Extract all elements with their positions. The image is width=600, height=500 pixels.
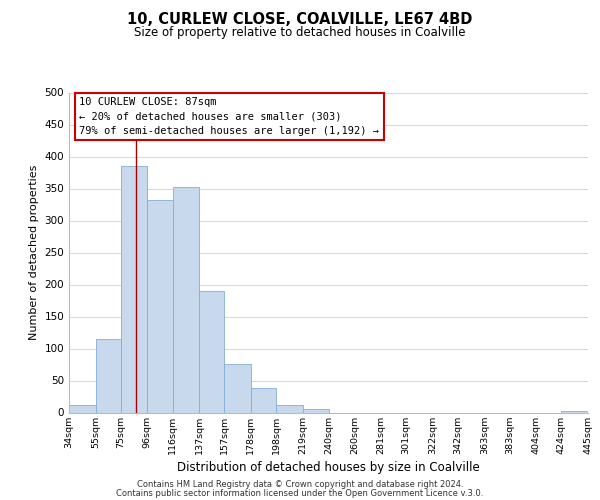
Bar — [276, 405, 302, 412]
Text: Size of property relative to detached houses in Coalville: Size of property relative to detached ho… — [134, 26, 466, 39]
Bar — [562, 411, 588, 412]
Bar — [69, 405, 95, 412]
Bar — [199, 291, 224, 412]
Text: 10 CURLEW CLOSE: 87sqm
← 20% of detached houses are smaller (303)
79% of semi-de: 10 CURLEW CLOSE: 87sqm ← 20% of detached… — [79, 98, 379, 136]
Bar — [173, 187, 199, 412]
Bar — [224, 364, 251, 412]
Text: Contains public sector information licensed under the Open Government Licence v.: Contains public sector information licen… — [116, 489, 484, 498]
Bar — [302, 410, 329, 412]
Bar — [251, 388, 276, 412]
Bar — [95, 339, 121, 412]
Y-axis label: Number of detached properties: Number of detached properties — [29, 165, 39, 340]
X-axis label: Distribution of detached houses by size in Coalville: Distribution of detached houses by size … — [177, 460, 480, 473]
Text: 10, CURLEW CLOSE, COALVILLE, LE67 4BD: 10, CURLEW CLOSE, COALVILLE, LE67 4BD — [127, 12, 473, 28]
Text: Contains HM Land Registry data © Crown copyright and database right 2024.: Contains HM Land Registry data © Crown c… — [137, 480, 463, 489]
Bar — [121, 166, 147, 412]
Bar — [147, 200, 173, 412]
